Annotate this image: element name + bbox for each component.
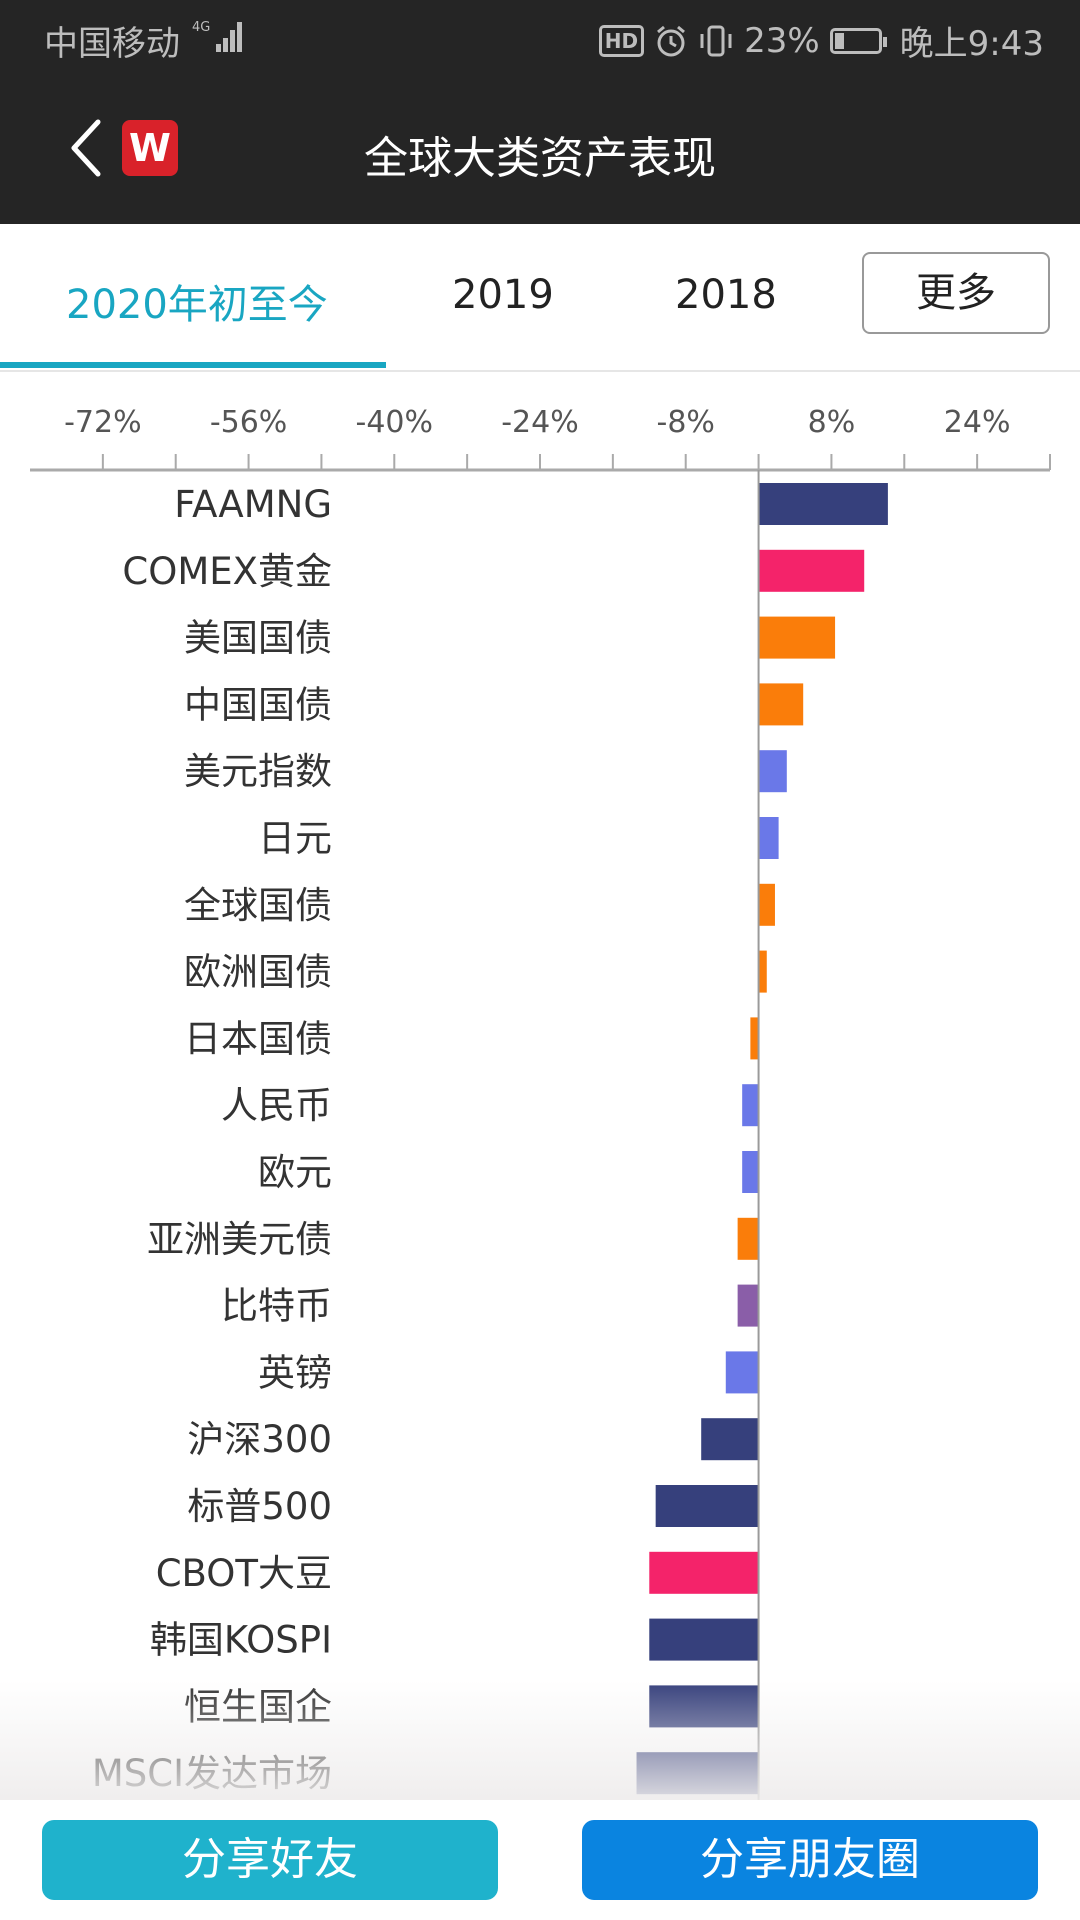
battery-icon xyxy=(829,27,887,54)
app-logo: W xyxy=(122,120,178,176)
category-label: 日元 xyxy=(258,817,332,860)
period-tabs: 2020年初至今 2019 2018 更多 xyxy=(0,224,1080,372)
share-friend-button[interactable]: 分享好友 xyxy=(42,1820,498,1900)
bar-COMEX黄金 xyxy=(758,549,865,592)
bar-美国国债 xyxy=(758,616,836,659)
category-label: FAAMNG xyxy=(174,483,332,526)
category-label: 韩国KOSPI xyxy=(150,1619,332,1662)
active-tab-indicator xyxy=(0,362,386,368)
bar-比特币 xyxy=(737,1284,759,1327)
status-icons: HD 23% 晚上9:43 xyxy=(598,16,1044,65)
tab-2018[interactable]: 2018 xyxy=(675,272,777,318)
category-label: 标普500 xyxy=(187,1485,332,1528)
bar-人民币 xyxy=(742,1084,759,1127)
category-label: 日本国债 xyxy=(184,1017,332,1060)
x-tick-label: 8% xyxy=(808,405,856,440)
vibrate-icon xyxy=(700,25,732,56)
battery-percent: 23% xyxy=(744,20,820,61)
x-tick-label: -72% xyxy=(64,405,142,440)
category-label: 比特币 xyxy=(221,1285,332,1328)
bar-日元 xyxy=(758,817,779,859)
carrier-name: 中国移动 xyxy=(44,24,180,64)
back-arrow-icon[interactable] xyxy=(66,116,106,180)
network-type-label: 4G xyxy=(192,20,210,35)
clock: 晚上9:43 xyxy=(899,24,1044,64)
page-title: 全球大类资产表现 xyxy=(364,133,716,184)
x-tick-label: -24% xyxy=(501,405,579,440)
share-moments-button[interactable]: 分享朋友圈 xyxy=(582,1820,1038,1900)
bar-韩国KOSPI xyxy=(649,1618,759,1661)
tab-2019[interactable]: 2019 xyxy=(452,272,554,318)
more-button[interactable]: 更多 xyxy=(862,252,1050,334)
category-label: 美元指数 xyxy=(184,750,332,793)
bar-英镑 xyxy=(725,1351,759,1394)
bar-全球国债 xyxy=(758,883,775,926)
category-label: 沪深300 xyxy=(187,1418,332,1461)
category-label: 欧洲国债 xyxy=(184,951,332,994)
category-label: 人民币 xyxy=(221,1084,332,1127)
category-label: MSCI发达市场 xyxy=(92,1752,332,1795)
category-label: COMEX黄金 xyxy=(122,550,332,593)
bar-欧洲国债 xyxy=(758,950,767,993)
bar-日本国债 xyxy=(750,1017,759,1060)
bar-MSCI发达市场 xyxy=(636,1752,759,1795)
x-tick-label: -8% xyxy=(657,405,715,440)
bar-恒生国企 xyxy=(649,1685,759,1728)
bar-中国国债 xyxy=(758,683,804,726)
bar-沪深300 xyxy=(701,1418,759,1461)
x-tick-label: 24% xyxy=(944,405,1011,440)
category-label: 欧元 xyxy=(258,1151,332,1194)
bar-亚洲美元债 xyxy=(737,1217,759,1260)
category-label: CBOT大豆 xyxy=(156,1552,332,1595)
category-label: 英镑 xyxy=(258,1351,332,1394)
category-label: 全球国债 xyxy=(184,884,332,927)
bar-欧元 xyxy=(742,1151,759,1193)
x-tick-label: -40% xyxy=(356,405,434,440)
category-label: 恒生国企 xyxy=(184,1685,332,1728)
category-label: 中国国债 xyxy=(184,683,332,726)
app-header: W 全球大类资产表现 xyxy=(0,76,1080,224)
category-label: 亚洲美元债 xyxy=(147,1218,332,1261)
signal-icon: 4G xyxy=(192,20,242,52)
bar-CBOT大豆 xyxy=(649,1551,759,1594)
alarm-icon xyxy=(657,25,686,56)
x-tick-label: -56% xyxy=(210,405,288,440)
bar-FAAMNG xyxy=(758,483,888,525)
status-bar: 中国移动 4G HD 23% 晚上9:43 xyxy=(0,0,1080,76)
asset-performance-chart: -72% -56% -40% -24% -8% 8% 24% FAAMNG COMEX黄金美国国… xyxy=(30,405,1051,1800)
tab-2020-ytd[interactable]: 2020年初至今 xyxy=(66,282,328,328)
category-label: 美国国债 xyxy=(184,617,332,660)
bar-美元指数 xyxy=(758,750,787,793)
bar-标普500 xyxy=(655,1485,759,1527)
hd-icon: HD xyxy=(598,24,645,57)
share-bar: 分享好友 分享朋友圈 xyxy=(0,1800,1080,1920)
